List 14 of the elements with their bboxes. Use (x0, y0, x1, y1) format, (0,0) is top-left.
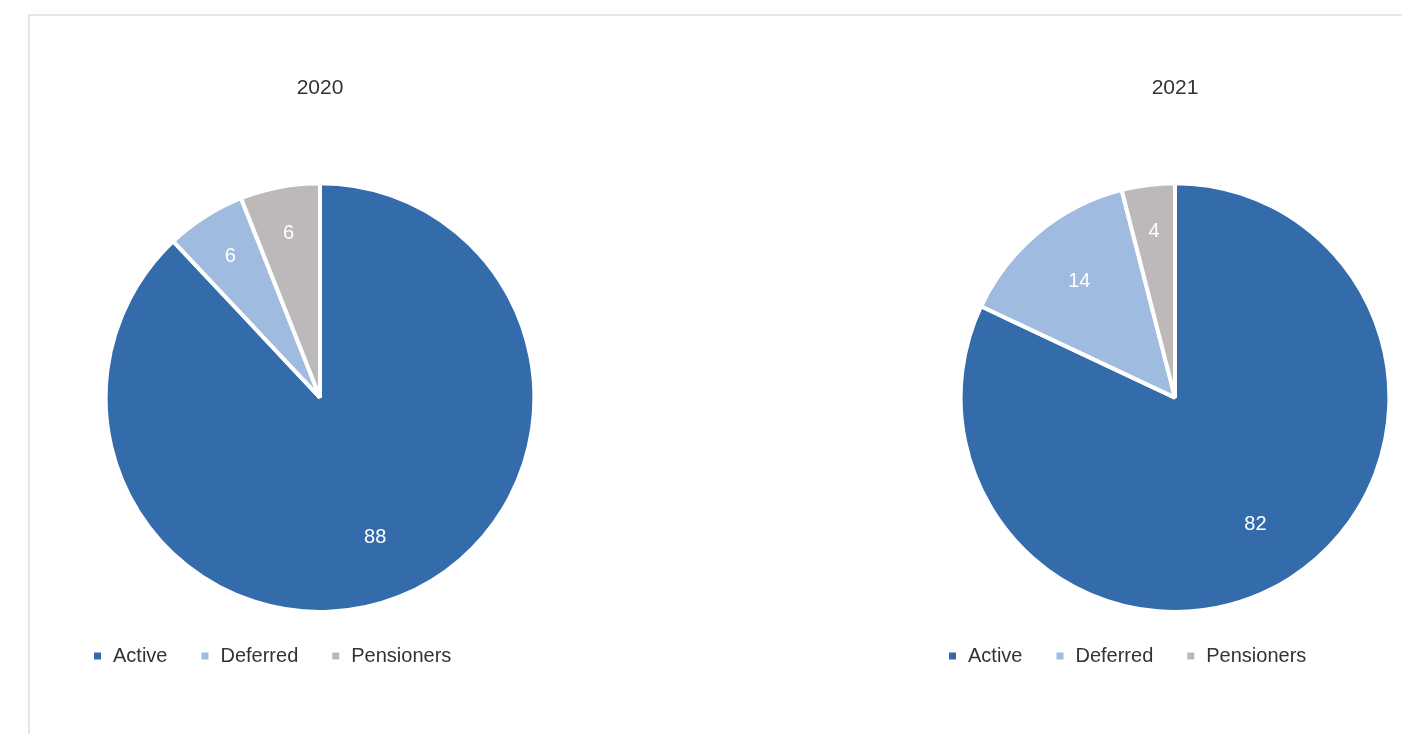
legend-label: Active (113, 643, 168, 666)
chart-title: 2020 (296, 75, 344, 99)
data-label: 4 (1148, 219, 1160, 242)
legend-label: Deferred (220, 643, 299, 666)
data-label: 6 (283, 220, 295, 243)
data-label: 88 (364, 524, 387, 547)
legend-label: Deferred (1075, 643, 1154, 666)
chart-title: 2021 (1151, 75, 1199, 99)
data-label: 14 (1068, 269, 1091, 292)
data-label: 6 (224, 243, 236, 266)
legend-label: Pensioners (1206, 643, 1307, 666)
legend-label: Pensioners (351, 643, 452, 666)
legend-label: Active (968, 643, 1023, 666)
data-label: 82 (1244, 511, 1267, 534)
